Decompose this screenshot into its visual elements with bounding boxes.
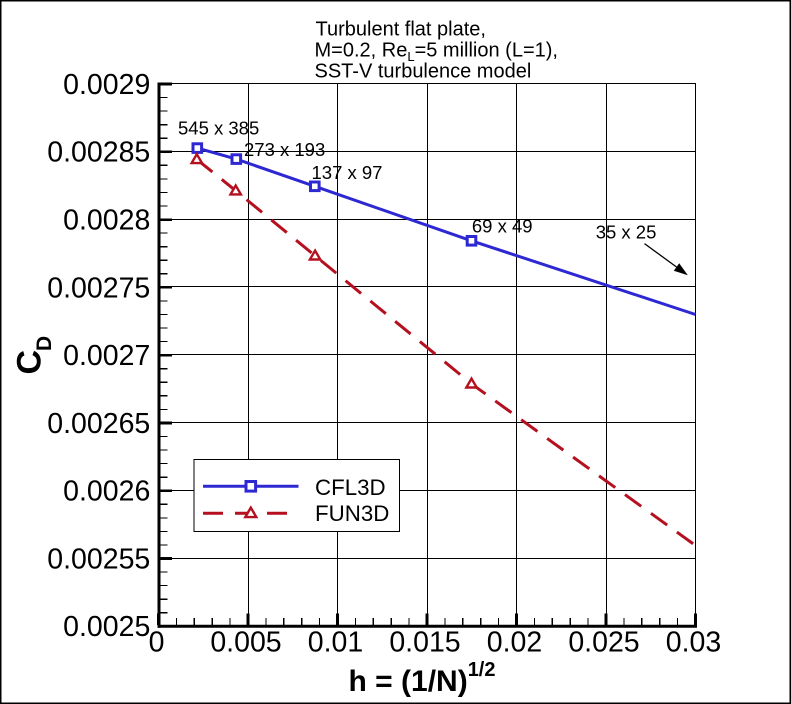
svg-text:0.00275: 0.00275 bbox=[47, 272, 150, 304]
svg-text:0.025: 0.025 bbox=[568, 627, 639, 659]
svg-text:FUN3D: FUN3D bbox=[315, 501, 389, 526]
svg-text:0.0028: 0.0028 bbox=[63, 205, 150, 237]
svg-text:CFL3D: CFL3D bbox=[315, 475, 386, 500]
svg-text:0.015: 0.015 bbox=[389, 627, 460, 659]
svg-text:35 x 25: 35 x 25 bbox=[596, 222, 657, 243]
svg-text:0.02: 0.02 bbox=[487, 627, 542, 659]
svg-text:273 x 193: 273 x 193 bbox=[244, 139, 325, 160]
svg-text:0.0027: 0.0027 bbox=[63, 340, 150, 372]
svg-text:0.00265: 0.00265 bbox=[47, 408, 150, 440]
svg-text:0.005: 0.005 bbox=[210, 627, 281, 659]
svg-text:0: 0 bbox=[149, 627, 165, 659]
svg-text:0.00255: 0.00255 bbox=[47, 543, 150, 575]
svg-text:0.00285: 0.00285 bbox=[47, 137, 150, 169]
svg-text:Turbulent flat plate,: Turbulent flat plate, bbox=[316, 19, 486, 41]
svg-text:SST-V turbulence model: SST-V turbulence model bbox=[315, 60, 532, 82]
svg-text:545 x 385: 545 x 385 bbox=[178, 118, 259, 139]
svg-text:M=0.2, ReL=5 million (L=1),: M=0.2, ReL=5 million (L=1), bbox=[315, 39, 558, 64]
svg-text:137 x 97: 137 x 97 bbox=[312, 162, 383, 183]
svg-text:0.0025: 0.0025 bbox=[63, 611, 150, 643]
svg-text:0.0029: 0.0029 bbox=[63, 69, 150, 101]
svg-text:0.0026: 0.0026 bbox=[63, 476, 150, 508]
svg-text:0.01: 0.01 bbox=[308, 627, 363, 659]
svg-text:0.03: 0.03 bbox=[666, 627, 721, 659]
svg-text:69 x 49: 69 x 49 bbox=[472, 216, 533, 237]
